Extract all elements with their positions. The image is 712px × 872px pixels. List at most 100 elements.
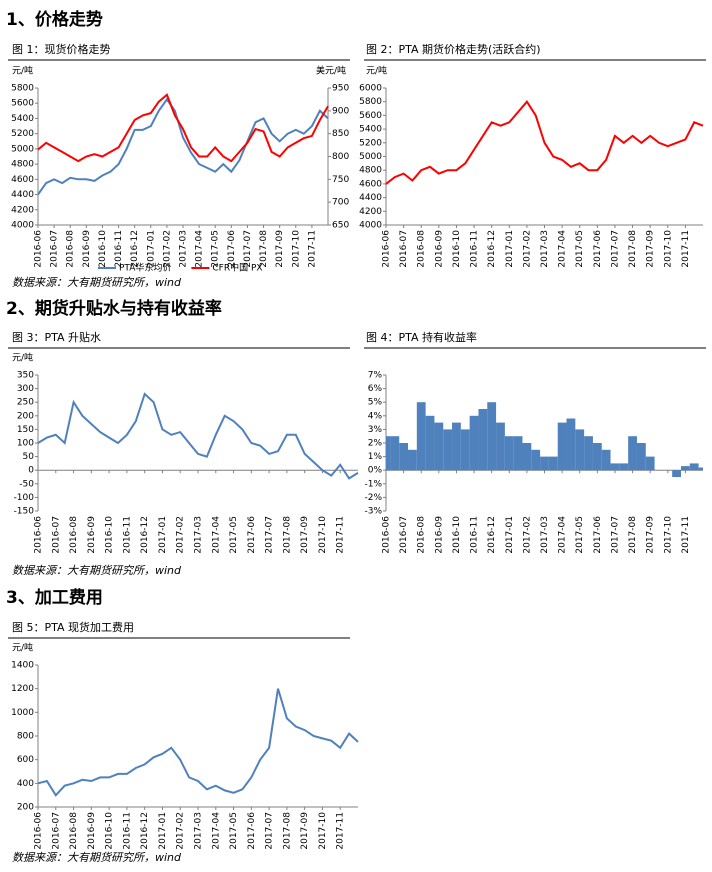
bar (443, 429, 453, 471)
y-tick-label: 2% (368, 439, 383, 449)
y-tick-label: 4600 (11, 175, 34, 185)
source-note: 数据来源：大有期货研究所，wind (12, 276, 182, 289)
y-tick-label: 5400 (359, 125, 382, 135)
y-tick-label: 1400 (11, 661, 34, 671)
y-tick-label: 4800 (359, 166, 382, 176)
x-tick-label: 2017-09 (646, 230, 656, 268)
y-tick-label: 400 (17, 779, 34, 789)
y-tick-label: 5% (368, 398, 383, 408)
x-tick-label: 2016-07 (50, 230, 60, 268)
y-tick-label: 4000 (359, 221, 382, 231)
x-tick-label: 2017-11 (307, 230, 317, 268)
x-tick-label: 2017-07 (265, 516, 275, 554)
y-tick-label: 1% (368, 452, 383, 462)
x-tick-label: 2017-02 (522, 516, 532, 554)
x-tick-label: 2016-06 (382, 516, 392, 554)
x-tick-label: 2017-06 (593, 516, 603, 554)
x-tick-label: 2016-07 (51, 516, 61, 554)
x-tick-label: 2017-05 (229, 812, 239, 850)
bar (399, 443, 409, 471)
y-tick-label: 6000 (359, 84, 382, 94)
y-tick-label: 4800 (11, 160, 34, 170)
x-tick-label: 2017-09 (275, 230, 285, 268)
bar (610, 463, 620, 471)
data-line (37, 688, 359, 797)
x-tick-label: 2017-04 (211, 812, 221, 850)
x-tick-label: 2016-10 (105, 516, 115, 554)
y-tick-label: 5800 (11, 84, 34, 94)
y2-tick-label: 900 (332, 106, 349, 116)
x-tick-label: 2017-08 (282, 516, 292, 554)
section-heading: 2、期货升贴水与持有收益率 (6, 298, 222, 319)
bar (636, 443, 646, 471)
x-tick-label: 2016-09 (87, 516, 97, 554)
x-tick-label: 2016-11 (122, 516, 132, 554)
x-tick-label: 2016-08 (417, 516, 427, 554)
y2-tick-label: 650 (332, 221, 349, 231)
y-tick-label: 6% (368, 384, 383, 394)
bar (698, 467, 703, 471)
y-tick-label: -100 (14, 493, 35, 503)
x-tick-label: 2017-07 (610, 516, 620, 554)
y2-tick-label: 950 (332, 84, 349, 94)
bar (460, 429, 470, 471)
x-tick-label: 2016-06 (34, 516, 44, 554)
bar (487, 402, 497, 471)
x-tick-label: 2016-09 (434, 230, 444, 268)
x-tick-label: 2017-05 (211, 230, 221, 268)
y-axis-unit: 元/吨 (12, 352, 33, 364)
x-tick-label: 2017-02 (522, 230, 532, 268)
y-tick-label: 7% (368, 371, 383, 381)
bar (584, 436, 593, 471)
x-tick-label: 2017-07 (243, 230, 253, 268)
x-tick-label: 2017-09 (300, 812, 310, 850)
x-tick-label: 2016-12 (487, 230, 497, 268)
x-tick-label: 2017-08 (628, 516, 638, 554)
x-tick-label: 2017-03 (194, 812, 204, 850)
x-tick-label: 2017-03 (540, 230, 550, 268)
y-axis-unit: 元/吨 (12, 642, 33, 654)
y-tick-label: 200 (17, 411, 34, 421)
legend-label: CFR中国 PX (212, 262, 262, 274)
x-tick-label: 2016-11 (470, 230, 480, 268)
y-tick-label: 600 (17, 755, 34, 765)
x-tick-label: 2016-07 (399, 230, 409, 268)
x-tick-label: 2017-08 (259, 230, 269, 268)
bar (522, 443, 532, 471)
y2-axis-unit: 美元/吨 (316, 65, 346, 77)
section-heading: 1、价格走势 (6, 9, 103, 30)
x-tick-label: 2017-02 (176, 812, 186, 850)
x-tick-label: 2016-09 (87, 812, 97, 850)
x-tick-label: 2017-06 (247, 516, 257, 554)
bar (425, 415, 435, 471)
bar (628, 436, 637, 471)
y-tick-label: -1% (364, 479, 382, 489)
x-tick-label: 2016-10 (452, 516, 462, 554)
x-tick-label: 2017-01 (158, 516, 168, 554)
x-tick-label: 2017-11 (681, 230, 691, 268)
bar (416, 402, 426, 471)
y-tick-label: 1200 (11, 684, 34, 694)
y-tick-label: -2% (364, 493, 382, 503)
x-tick-label: 2017-01 (158, 812, 168, 850)
bar (575, 429, 585, 471)
x-tick-label: 2017-03 (179, 230, 189, 268)
x-tick-label: 2016-08 (417, 230, 427, 268)
y-tick-label: 5400 (11, 114, 34, 124)
chart-title: 图 3：PTA 升贴水 (12, 330, 101, 344)
y-tick-label: 1000 (11, 708, 34, 718)
x-tick-label: 2017-01 (146, 230, 156, 268)
chart-title: 图 5：PTA 现货加工费用 (12, 620, 134, 634)
x-tick-label: 2016-10 (98, 230, 108, 268)
section-heading: 3、加工费用 (6, 587, 103, 608)
x-tick-label: 2017-08 (628, 230, 638, 268)
y-tick-label: 5600 (11, 99, 34, 109)
x-tick-label: 2016-08 (69, 812, 79, 850)
x-tick-label: 2016-10 (452, 230, 462, 268)
y-tick-label: 5000 (11, 144, 34, 154)
y-tick-label: 4400 (11, 190, 34, 200)
x-tick-label: 2017-07 (265, 812, 275, 850)
y-tick-label: 5200 (11, 129, 34, 139)
data-line (37, 93, 329, 163)
